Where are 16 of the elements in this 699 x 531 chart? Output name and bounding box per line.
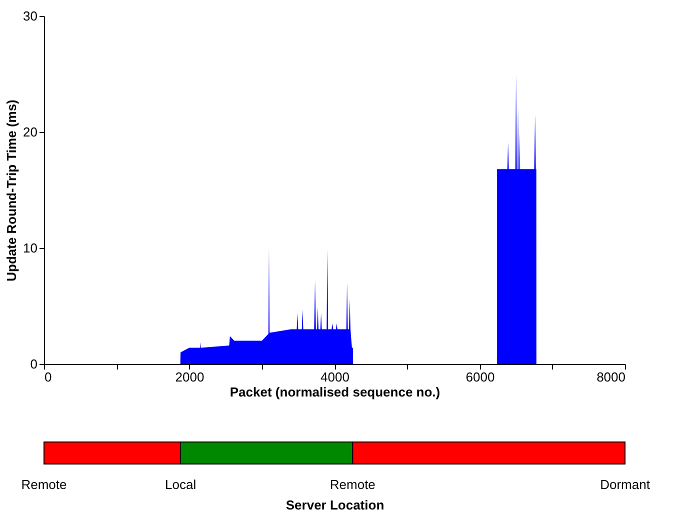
y-axis-title: Update Round-Trip Time (ms) (4, 100, 20, 282)
y-tick-label: 20 (23, 124, 38, 140)
text: Remote (330, 477, 376, 492)
text: Dormant (600, 477, 650, 492)
text: Remote (21, 477, 67, 492)
x-tick-label: 8000 (596, 370, 626, 384)
y-tick-label: 30 (23, 8, 38, 24)
x-tick-label: 0 (44, 370, 52, 384)
y-tick-label: 0 (30, 356, 38, 372)
x-axis-title: Server Location (286, 498, 384, 512)
x-tick-label: 6000 (466, 370, 495, 384)
x-tick-label: 2000 (175, 370, 204, 384)
x-tick-label: 4000 (320, 370, 350, 384)
y-tick-label: 10 (23, 240, 38, 256)
text: Local (164, 477, 196, 492)
x-axis-title: Packet (normalised sequence no.) (230, 384, 440, 400)
